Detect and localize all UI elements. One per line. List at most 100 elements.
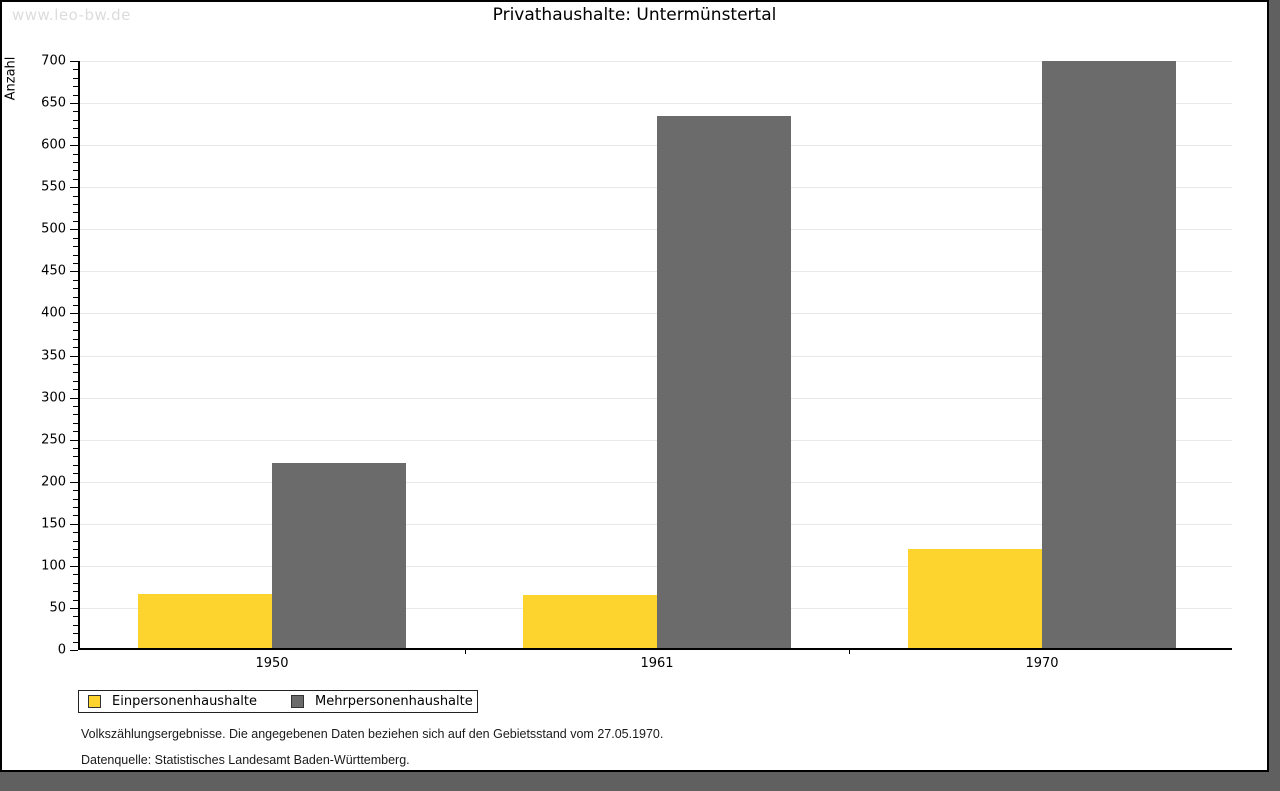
gridline <box>80 145 1232 146</box>
y-axis-minor-tick <box>73 288 78 289</box>
y-axis-minor-tick <box>73 473 78 474</box>
y-axis-minor-tick <box>73 642 78 643</box>
gridline <box>80 271 1232 272</box>
y-axis-minor-tick <box>73 448 78 449</box>
gridline <box>80 313 1232 314</box>
y-axis-tick-label: 50 <box>49 600 66 616</box>
y-axis-tick-label: 200 <box>41 474 66 490</box>
bar-mehrpersonenhaushalte-1970 <box>1042 61 1176 648</box>
y-axis-major-tick <box>70 61 78 62</box>
y-axis-minor-tick <box>73 364 78 365</box>
legend-item-mehrpersonenhaushalte: Mehrpersonenhaushalte <box>291 694 473 709</box>
legend: Einpersonenhaushalte Mehrpersonenhaushal… <box>78 690 478 713</box>
y-axis-minor-tick <box>73 154 78 155</box>
y-axis-minor-tick <box>73 339 78 340</box>
y-axis-minor-tick <box>73 625 78 626</box>
y-axis-major-tick <box>70 608 78 609</box>
bar-einpersonenhaushalte-1961 <box>523 595 657 648</box>
y-axis-minor-tick <box>73 515 78 516</box>
x-axis-category-label: 1961 <box>640 656 674 671</box>
y-axis-minor-tick <box>73 557 78 558</box>
gridline <box>80 356 1232 357</box>
y-axis-minor-tick <box>73 389 78 390</box>
y-axis-minor-tick <box>73 255 78 256</box>
y-axis-major-tick <box>70 356 78 357</box>
y-axis-minor-tick <box>73 170 78 171</box>
y-axis-major-tick <box>70 271 78 272</box>
y-axis-minor-tick <box>73 305 78 306</box>
y-axis-tick-label: 600 <box>41 137 66 153</box>
y-axis-minor-tick <box>73 95 78 96</box>
y-axis-tick-label: 0 <box>57 642 66 658</box>
y-axis-minor-tick <box>73 137 78 138</box>
y-axis-minor-tick <box>73 297 78 298</box>
chart-title: Privathaushalte: Untermünstertal <box>492 5 777 25</box>
y-axis-tick-label: 500 <box>41 221 66 237</box>
y-axis-minor-tick <box>73 549 78 550</box>
gridline <box>80 566 1232 567</box>
y-axis-minor-tick <box>73 406 78 407</box>
y-axis-major-tick <box>70 482 78 483</box>
gridline <box>80 440 1232 441</box>
x-axis-boundary-tick <box>465 650 466 654</box>
bar-mehrpersonenhaushalte-1961 <box>657 116 791 648</box>
gridline <box>80 398 1232 399</box>
y-axis-minor-tick <box>73 263 78 264</box>
y-axis-tick-label: 700 <box>41 53 66 69</box>
y-axis-minor-tick <box>73 499 78 500</box>
y-axis-minor-tick <box>73 591 78 592</box>
y-axis-minor-tick <box>73 414 78 415</box>
y-axis-minor-tick <box>73 69 78 70</box>
y-axis-major-tick <box>70 440 78 441</box>
y-axis-minor-tick <box>73 179 78 180</box>
y-axis-minor-tick <box>73 330 78 331</box>
y-axis-tick-label: 150 <box>41 516 66 532</box>
y-axis-major-tick <box>70 313 78 314</box>
y-axis-tick-label: 100 <box>41 558 66 574</box>
bar-mehrpersonenhaushalte-1950 <box>272 463 406 648</box>
y-axis-major-tick <box>70 566 78 567</box>
y-axis-tick-label: 650 <box>41 95 66 111</box>
gridline <box>80 103 1232 104</box>
y-axis-major-tick <box>70 145 78 146</box>
y-axis-tick-label: 350 <box>41 348 66 364</box>
chart-panel: www.leo-bw.de Privathaushalte: Untermüns… <box>0 0 1269 772</box>
y-axis-major-tick <box>70 650 78 651</box>
y-axis-minor-tick <box>73 120 78 121</box>
y-axis-major-tick <box>70 398 78 399</box>
gridline <box>80 482 1232 483</box>
y-axis-minor-tick <box>73 633 78 634</box>
gridline <box>80 187 1232 188</box>
y-axis-minor-tick <box>73 347 78 348</box>
y-axis-minor-tick <box>73 490 78 491</box>
y-axis-minor-tick <box>73 372 78 373</box>
y-axis-label: Anzahl <box>3 56 19 101</box>
footnote-source-note: Volkszählungsergebnisse. Die angegebenen… <box>81 727 664 741</box>
legend-swatch-yellow <box>88 695 101 708</box>
y-axis-minor-tick <box>73 86 78 87</box>
y-axis-tick-label: 250 <box>41 432 66 448</box>
watermark: www.leo-bw.de <box>12 6 131 24</box>
y-axis-minor-tick <box>73 465 78 466</box>
gridline <box>80 61 1232 62</box>
y-axis-minor-tick <box>73 238 78 239</box>
y-axis-minor-tick <box>73 128 78 129</box>
y-axis-minor-tick <box>73 616 78 617</box>
y-axis-minor-tick <box>73 423 78 424</box>
x-axis-category-label: 1950 <box>255 656 289 671</box>
y-axis-minor-tick <box>73 221 78 222</box>
y-axis-minor-tick <box>73 196 78 197</box>
bar-einpersonenhaushalte-1950 <box>138 594 272 648</box>
y-axis-minor-tick <box>73 246 78 247</box>
y-axis-major-tick <box>70 187 78 188</box>
y-axis-minor-tick <box>73 162 78 163</box>
gridline <box>80 524 1232 525</box>
gridline <box>80 229 1232 230</box>
y-axis-minor-tick <box>73 204 78 205</box>
legend-label: Einpersonenhaushalte <box>112 694 257 709</box>
x-axis-boundary-tick <box>849 650 850 654</box>
y-axis-major-tick <box>70 229 78 230</box>
y-axis-minor-tick <box>73 541 78 542</box>
bar-einpersonenhaushalte-1970 <box>908 549 1042 648</box>
y-axis-minor-tick <box>73 280 78 281</box>
